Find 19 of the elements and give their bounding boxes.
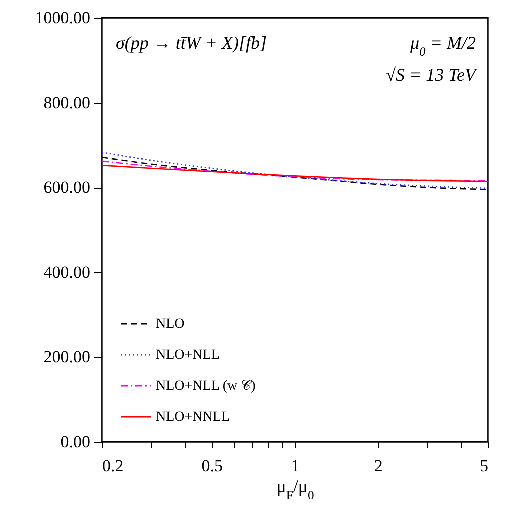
- annotation: √S = 13 TeV: [386, 65, 478, 85]
- x-tick-label: 2: [374, 456, 383, 476]
- annotation: μ$_{0}$ = M/2: [410, 33, 476, 59]
- y-tick-label: 200.00: [44, 348, 90, 367]
- y-tick-label: 400.00: [44, 262, 90, 282]
- x-tick-label: 0.2: [102, 456, 124, 476]
- legend-label: NLO+NNLL: [156, 410, 230, 425]
- legend-label: NLO+NLL: [156, 348, 220, 363]
- legend-label: NLO+NLL (w 𝒞): [156, 379, 256, 394]
- y-tick-label: 600.00: [44, 178, 90, 198]
- x-tick-label: 0.5: [202, 456, 224, 476]
- y-tick-label: 1000.00: [35, 8, 90, 28]
- y-tick-label: 0.00: [60, 432, 90, 452]
- x-axis-title: μ$_{F}$/μ$_{0}$: [276, 476, 314, 502]
- legend-label: NLO: [156, 317, 185, 332]
- annotation: σ(pp → tt̄W + X)[fb]: [116, 33, 268, 53]
- x-tick-label: 1: [291, 456, 300, 476]
- x-tick-label: 5: [480, 456, 488, 476]
- y-tick-label: 800.00: [44, 93, 90, 112]
